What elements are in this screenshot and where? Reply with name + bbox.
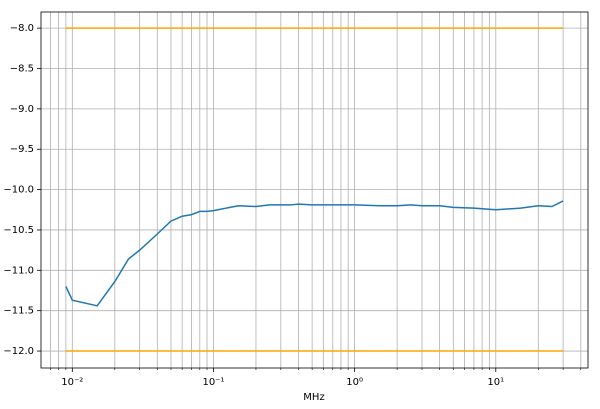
- y-tick-label: −9.0: [10, 104, 34, 115]
- y-tick-label: −12.0: [3, 346, 34, 357]
- y-tick-label: −8.5: [10, 64, 34, 75]
- y-tick-label: −10.5: [3, 225, 34, 236]
- x-axis-label: MHz: [303, 392, 324, 403]
- x-tick-label: 10¹: [487, 377, 504, 388]
- x-tick-label: 10⁰: [346, 377, 363, 388]
- y-tick-label: −11.5: [3, 306, 34, 317]
- y-tick-label: −8.0: [10, 23, 34, 34]
- y-tick-label: −11.0: [3, 265, 34, 276]
- y-tick-label: −10.0: [3, 185, 34, 196]
- plot-frame: [40, 11, 589, 369]
- y-tick-label: −9.5: [10, 144, 34, 155]
- data-line: [65, 200, 564, 307]
- x-tick-label: 10⁻²: [61, 377, 83, 388]
- x-tick-label: 10⁻¹: [202, 377, 224, 388]
